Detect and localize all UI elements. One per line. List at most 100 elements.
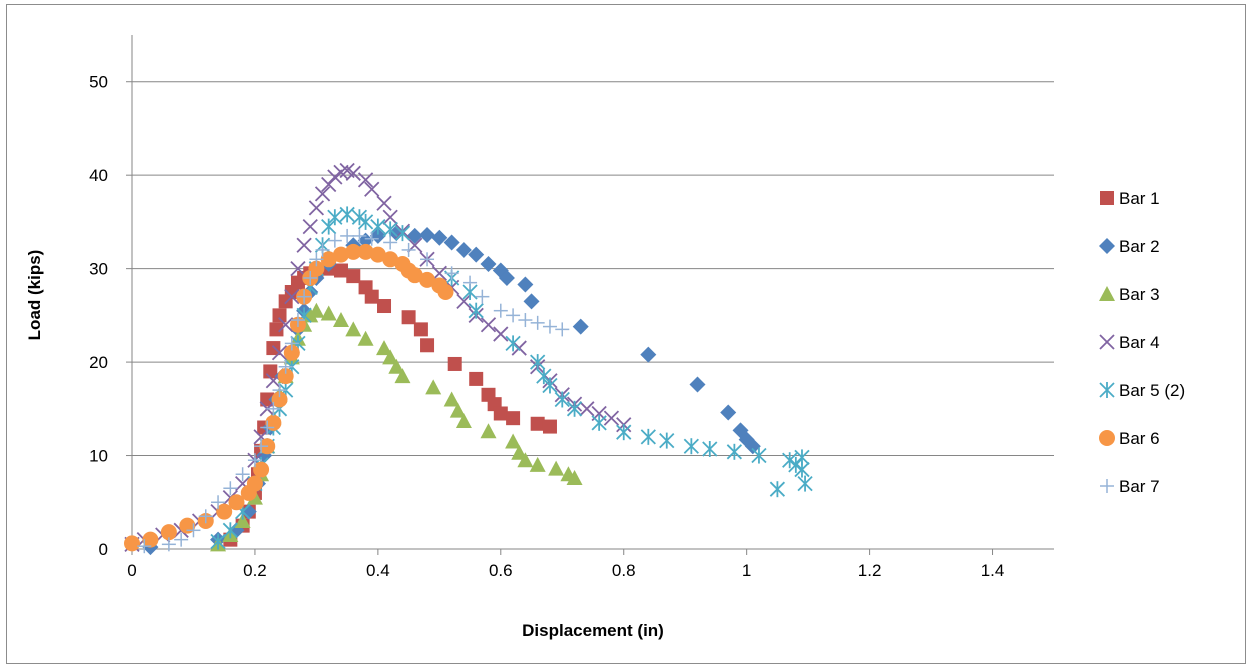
data-point: [352, 228, 367, 243]
data-point: [357, 213, 374, 230]
data-point: [444, 266, 459, 281]
data-point: [469, 371, 484, 386]
data-point: [394, 225, 411, 242]
legend-marker: [1100, 479, 1114, 493]
legend-marker: [1099, 238, 1115, 254]
data-point: [530, 354, 546, 371]
data-point: [278, 317, 294, 333]
data-point: [211, 495, 226, 510]
data-point: [357, 172, 374, 188]
data-point: [420, 338, 435, 353]
data-point: [308, 260, 325, 277]
data-point: [357, 243, 374, 260]
data-point: [277, 368, 294, 385]
x-axis-title: Displacement (in): [522, 621, 664, 640]
data-point: [542, 377, 558, 394]
data-point: [327, 233, 342, 248]
series-bar-5-2: [210, 206, 813, 550]
legend-item: Bar 3: [1099, 285, 1160, 304]
legend-marker: [1100, 191, 1114, 205]
data-point: [210, 533, 226, 550]
data-point: [333, 164, 349, 181]
legend-item: Bar 2: [1099, 237, 1160, 256]
data-point: [160, 524, 177, 541]
data-point: [351, 209, 368, 226]
data-point: [339, 206, 355, 223]
legend-label: Bar 7: [1119, 477, 1160, 496]
data-point: [235, 467, 250, 482]
data-point: [769, 481, 786, 498]
data-point: [345, 321, 362, 337]
data-point: [566, 469, 583, 485]
data-point: [401, 310, 416, 325]
legend-label: Bar 1: [1119, 189, 1160, 208]
data-point: [332, 246, 349, 263]
data-point: [720, 404, 737, 421]
data-point: [345, 243, 362, 260]
data-point: [269, 322, 284, 337]
data-point: [382, 221, 398, 238]
data-point: [369, 246, 386, 263]
data-point: [394, 368, 411, 384]
data-point: [431, 229, 448, 246]
data-point: [683, 438, 699, 455]
data-point: [266, 341, 281, 356]
data-point: [223, 481, 238, 496]
data-point: [419, 226, 436, 243]
data-point: [420, 252, 435, 267]
data-point: [228, 494, 245, 511]
data-point: [447, 356, 462, 371]
data-point: [333, 263, 348, 278]
legend-item: Bar 5 (2): [1099, 381, 1185, 400]
data-point: [797, 475, 813, 492]
legend-label: Bar 5 (2): [1119, 381, 1185, 400]
data-point: [640, 428, 656, 445]
data-point: [449, 402, 466, 418]
data-point: [272, 383, 287, 398]
data-point: [542, 419, 557, 434]
data-point: [320, 305, 337, 321]
y-tick-label: 0: [99, 540, 108, 559]
series-layer: [124, 162, 813, 556]
data-point: [511, 444, 528, 460]
data-point: [240, 503, 257, 520]
data-point: [689, 376, 706, 393]
data-point: [284, 336, 299, 351]
data-point: [456, 293, 472, 309]
axes: [131, 35, 1054, 550]
data-point: [702, 441, 718, 458]
data-point: [530, 315, 545, 330]
x-tick-label: 0: [127, 561, 136, 580]
legend-item: Bar 1: [1100, 189, 1160, 208]
data-point: [382, 349, 399, 365]
data-point: [419, 271, 436, 288]
data-point: [523, 293, 540, 310]
data-point: [493, 303, 508, 318]
data-point: [320, 251, 337, 268]
data-point: [505, 335, 521, 352]
data-point: [142, 531, 159, 548]
x-tick-labels: 0 0.2 0.4 0.6 0.8 1 1.2 1.4: [127, 549, 1004, 580]
series-bar-7: [137, 228, 570, 554]
data-point: [271, 391, 288, 408]
data-point: [388, 358, 405, 374]
data-point: [659, 432, 675, 449]
data-point: [591, 414, 607, 431]
data-point: [247, 453, 262, 468]
data-point: [782, 452, 798, 469]
data-point: [413, 322, 428, 337]
legend-label: Bar 2: [1119, 237, 1160, 256]
data-point: [480, 423, 497, 439]
data-point: [296, 237, 312, 253]
data-point: [744, 438, 761, 455]
x-tick-label: 1.4: [981, 561, 1005, 580]
data-point: [303, 270, 318, 285]
data-point: [246, 475, 263, 492]
data-point: [327, 209, 343, 226]
data-point: [751, 447, 767, 464]
data-point: [437, 284, 454, 300]
data-point: [463, 275, 478, 290]
legend-item: Bar 4: [1099, 333, 1160, 352]
data-point: [616, 424, 632, 441]
y-tick-label: 20: [89, 353, 108, 372]
